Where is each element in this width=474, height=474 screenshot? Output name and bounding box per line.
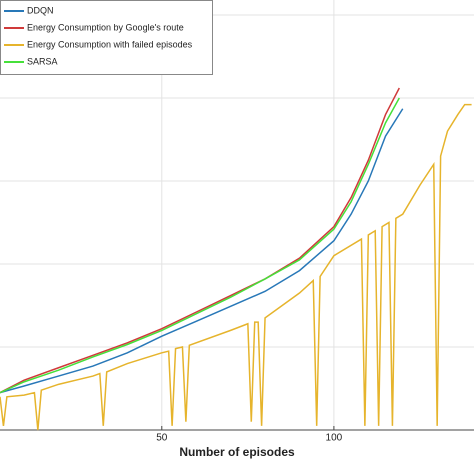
legend: DDQN Energy Consumption by Google's route… [0,0,213,75]
legend-label: DDQN [27,5,54,15]
series-line [0,103,472,431]
series-line [0,87,400,394]
x-tick-label: 50 [156,433,168,444]
legend-label: Energy Consumption by Google's route [27,22,184,32]
series-line [0,108,404,394]
legend-label: Energy Consumption with failed episodes [27,39,193,49]
legend-label: SARSA [27,56,58,66]
series-line [0,97,400,394]
legend-box [0,0,213,75]
x-tick-label: 100 [326,433,343,444]
x-axis-label: Number of episodes [179,445,295,459]
